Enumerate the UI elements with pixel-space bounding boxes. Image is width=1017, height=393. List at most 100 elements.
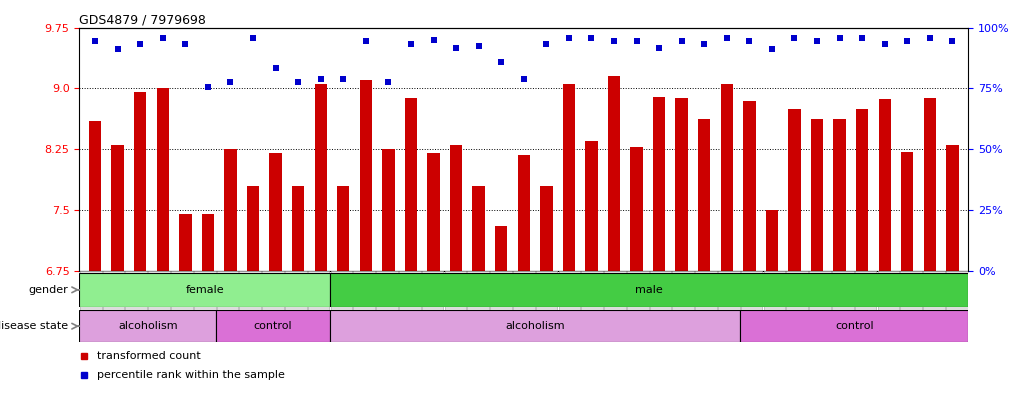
Bar — [490, 271, 512, 316]
Bar — [608, 76, 620, 271]
Point — [921, 35, 938, 41]
Bar — [450, 145, 463, 271]
Bar — [79, 310, 216, 342]
Bar — [79, 273, 331, 307]
Bar — [134, 92, 146, 271]
Text: percentile rank within the sample: percentile rank within the sample — [97, 370, 285, 380]
Point — [447, 45, 464, 51]
Text: transformed count: transformed count — [97, 351, 200, 361]
Bar — [923, 271, 945, 316]
Point — [403, 40, 419, 47]
Bar — [833, 119, 846, 271]
Point — [312, 75, 328, 82]
Bar — [536, 271, 557, 316]
Bar — [201, 214, 215, 271]
Bar — [331, 310, 740, 342]
Bar — [331, 271, 352, 316]
Bar — [718, 271, 739, 316]
Bar — [650, 271, 671, 316]
Point — [132, 40, 148, 47]
Point — [493, 59, 510, 66]
Point — [696, 40, 712, 47]
Text: control: control — [253, 321, 292, 331]
Bar — [337, 186, 350, 271]
Text: GDS4879 / 7979698: GDS4879 / 7979698 — [79, 13, 206, 26]
Bar — [468, 271, 489, 316]
Bar — [427, 153, 439, 271]
Point — [560, 35, 577, 41]
Point — [290, 79, 306, 85]
Bar — [879, 99, 891, 271]
Bar — [80, 271, 102, 316]
Point — [809, 38, 825, 44]
Bar — [743, 101, 756, 271]
Bar — [766, 210, 778, 271]
Bar — [353, 271, 375, 316]
Point — [629, 38, 645, 44]
Text: control: control — [835, 321, 874, 331]
Bar — [698, 119, 711, 271]
Point — [425, 37, 441, 43]
Bar — [740, 271, 763, 316]
Point — [199, 84, 216, 90]
Point — [606, 38, 622, 44]
Bar — [239, 271, 261, 316]
Bar — [721, 84, 733, 271]
Point — [87, 38, 104, 44]
Bar — [382, 149, 395, 271]
Bar — [585, 141, 598, 271]
Bar — [764, 271, 785, 316]
Bar — [360, 80, 372, 271]
Point — [651, 45, 667, 51]
Bar — [422, 271, 443, 316]
Text: alcoholism: alcoholism — [505, 321, 565, 331]
Bar — [901, 152, 913, 271]
Bar — [194, 271, 216, 316]
Bar — [376, 271, 398, 316]
Bar — [946, 271, 967, 316]
Bar — [696, 271, 717, 316]
Point — [764, 46, 780, 53]
Point — [110, 46, 126, 53]
Bar — [314, 84, 326, 271]
Text: female: female — [185, 285, 224, 295]
Bar — [148, 271, 170, 316]
Bar — [225, 149, 237, 271]
Bar — [562, 84, 575, 271]
Point — [336, 75, 352, 82]
Text: gender: gender — [28, 285, 68, 295]
Point — [832, 35, 848, 41]
Bar — [405, 98, 417, 271]
Text: alcoholism: alcoholism — [118, 321, 178, 331]
Bar — [157, 88, 169, 271]
Bar — [878, 271, 899, 316]
Bar — [855, 271, 877, 316]
Point — [741, 38, 758, 44]
Point — [673, 38, 690, 44]
Bar — [171, 271, 192, 316]
Bar — [788, 109, 800, 271]
Bar — [558, 271, 580, 316]
Bar — [832, 271, 853, 316]
Bar — [444, 271, 466, 316]
Bar — [308, 271, 330, 316]
Bar — [247, 186, 259, 271]
Bar — [811, 119, 823, 271]
Bar — [518, 155, 530, 271]
Bar — [331, 273, 968, 307]
Bar — [900, 271, 922, 316]
Point — [944, 38, 960, 44]
Bar — [810, 271, 831, 316]
Bar — [262, 271, 284, 316]
Point — [854, 35, 871, 41]
Bar — [675, 98, 687, 271]
Bar — [125, 271, 147, 316]
Point — [719, 35, 735, 41]
Point — [584, 35, 600, 41]
Bar — [217, 271, 238, 316]
Point — [177, 40, 193, 47]
Bar — [856, 109, 869, 271]
Bar — [653, 97, 665, 271]
Bar — [103, 271, 124, 316]
Bar — [672, 271, 695, 316]
